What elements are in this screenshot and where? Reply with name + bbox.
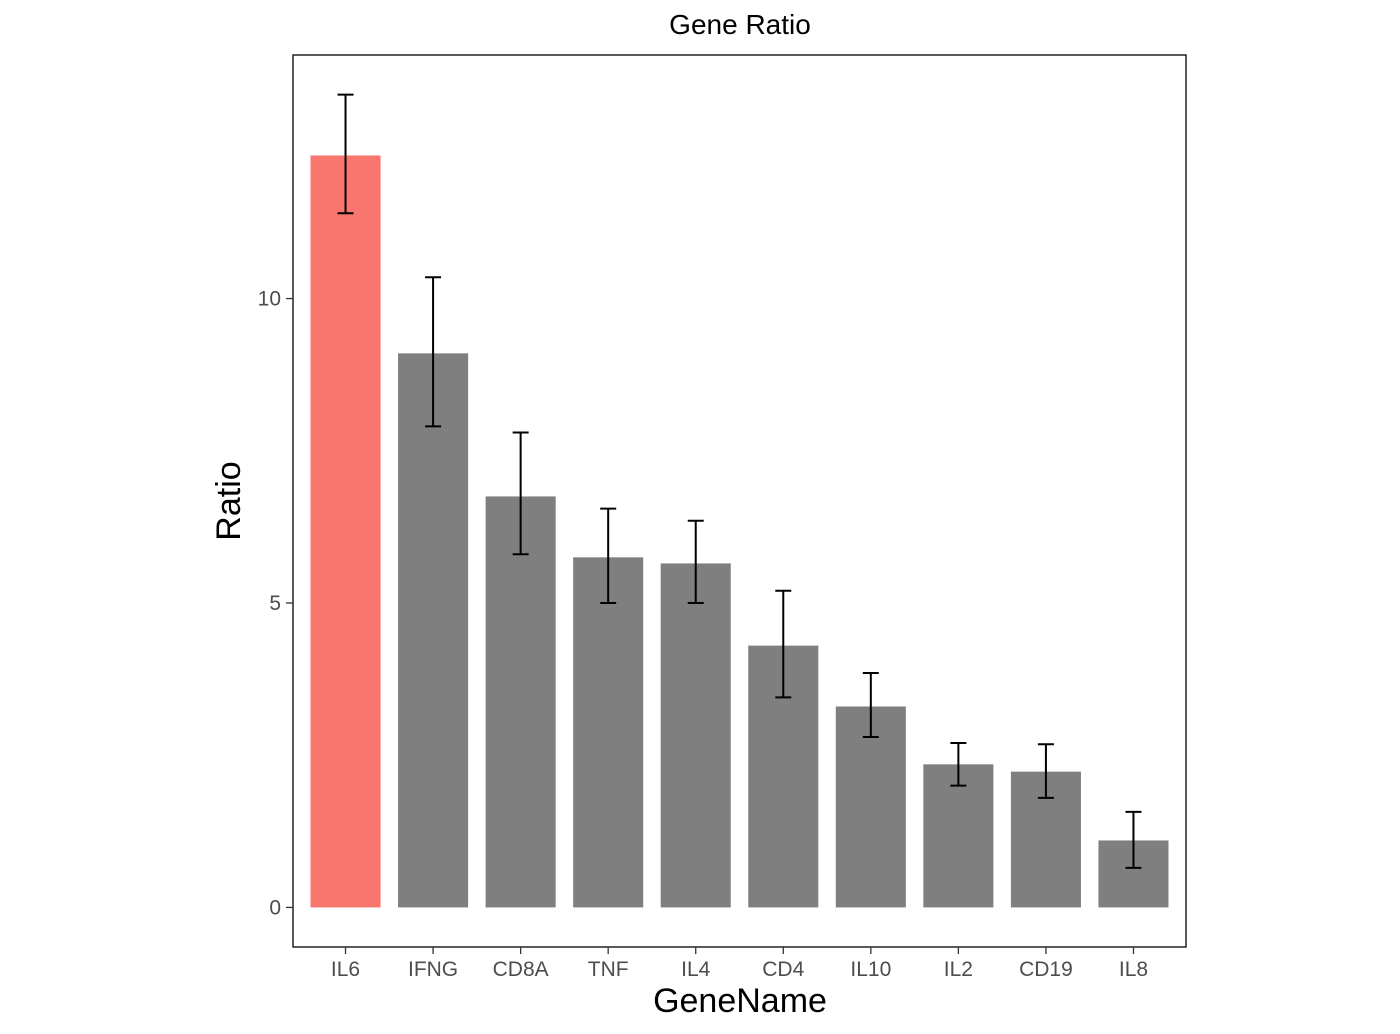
error-bar-tnf: [600, 507, 617, 604]
error-bar-il4: [687, 519, 704, 604]
error-bar-cd19: [1037, 743, 1054, 799]
bar-cd8a: [485, 496, 556, 908]
chart-title: Gene Ratio: [669, 9, 811, 40]
x-axis: IL6 IFNG CD8A TNF IL4 CD4 IL10 IL2 CD19 IL8: [331, 947, 1148, 981]
x-axis-title: GeneName: [653, 982, 827, 1020]
y-axis-title: Ratio: [210, 461, 248, 540]
x-tick-label-cd8a: CD8A: [493, 958, 549, 981]
bar-il6: [310, 155, 381, 908]
x-tick-label-il8: IL8: [1119, 958, 1148, 981]
x-tick-label-ifng: IFNG: [408, 958, 458, 981]
error-bar-ifng: [425, 276, 442, 428]
y-tick-label: 10: [258, 288, 281, 311]
x-tick-label-cd19: CD19: [1019, 958, 1073, 981]
error-bar-il2: [950, 742, 967, 787]
x-tick-label-il6: IL6: [331, 958, 360, 981]
bar-tnf: [573, 557, 644, 908]
y-tick-label: 5: [269, 592, 281, 615]
error-bars-group: [337, 93, 1142, 869]
y-tick-label: 0: [269, 896, 281, 919]
error-bar-cd8a: [512, 431, 529, 556]
x-tick-label-il10: IL10: [850, 958, 891, 981]
x-tick-label-il2: IL2: [944, 958, 973, 981]
bars-group: [310, 155, 1169, 908]
error-bar-il8: [1125, 810, 1142, 869]
x-tick-label-il4: IL4: [681, 958, 711, 981]
bar-il2: [923, 764, 994, 908]
error-bar-il6: [337, 93, 354, 215]
bar-il10: [835, 706, 906, 908]
x-tick-label-tnf: TNF: [588, 958, 629, 981]
bar-il4: [660, 563, 731, 908]
x-tick-label-cd4: CD4: [762, 958, 804, 981]
error-bar-il10: [862, 672, 879, 738]
bar-ifng: [398, 353, 469, 908]
error-bar-cd4: [775, 589, 792, 699]
plot-panel-border: [292, 54, 1187, 948]
y-axis: 0 5 10: [258, 288, 293, 919]
